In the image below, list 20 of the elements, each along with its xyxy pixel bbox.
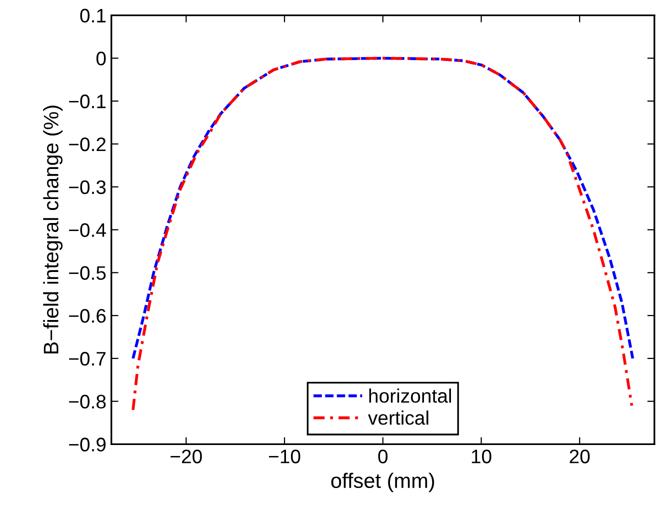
- legend-label: vertical: [368, 410, 428, 425]
- x-tick-label: 10: [472, 450, 492, 464]
- legend-label: horizontal: [369, 388, 451, 403]
- y-axis-title: B−field integral change (%): [43, 106, 63, 354]
- x-axis-title: offset (mm): [331, 472, 434, 492]
- y-tick-label: −0.2: [69, 137, 106, 152]
- y-tick-label: 0: [96, 52, 106, 66]
- y-tick-label: −0.7: [69, 352, 106, 366]
- y-tick-label: −0.4: [69, 223, 106, 237]
- x-tick-label: 20: [570, 450, 590, 464]
- y-tick-label: −0.1: [69, 94, 106, 108]
- y-tick-label: −0.8: [69, 394, 106, 409]
- x-tick-label: −10: [268, 450, 300, 464]
- y-tick-label: −0.5: [69, 266, 106, 280]
- x-tick-label: 0: [378, 450, 388, 464]
- y-tick-label: −0.9: [69, 438, 106, 452]
- y-tick-label: −0.6: [69, 309, 106, 323]
- y-tick-label: −0.3: [69, 180, 106, 194]
- y-tick-label: 0.1: [80, 8, 106, 23]
- x-tick-label: −20: [170, 450, 202, 464]
